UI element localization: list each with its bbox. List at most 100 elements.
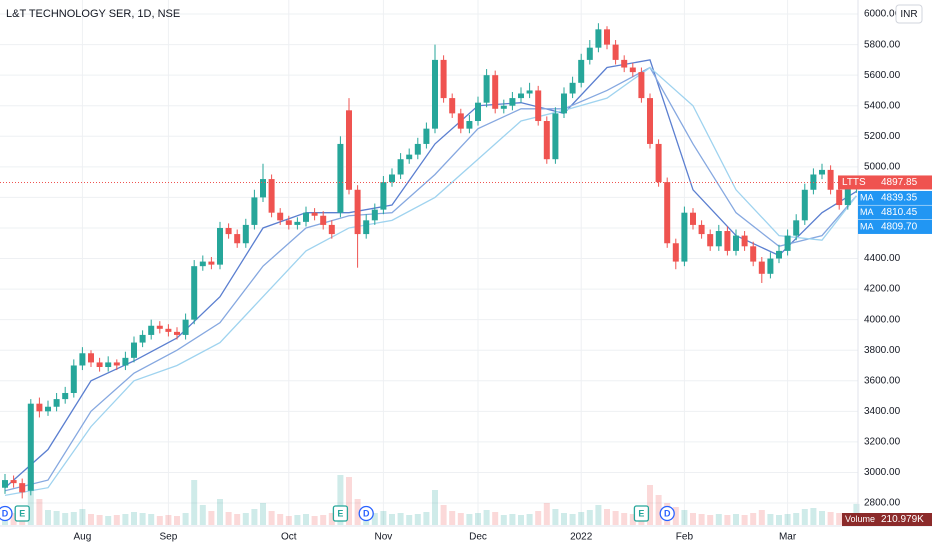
candle-body bbox=[690, 212, 696, 225]
candle-body bbox=[260, 179, 266, 198]
candle-body bbox=[819, 169, 825, 175]
candle-body bbox=[466, 121, 473, 129]
candle-body bbox=[148, 325, 155, 335]
candle-body bbox=[199, 261, 206, 267]
volume-bar bbox=[457, 513, 464, 525]
volume-bar bbox=[509, 514, 516, 525]
volume-bar bbox=[432, 490, 438, 525]
ma-name: MA bbox=[860, 221, 874, 231]
candle-body bbox=[526, 90, 533, 94]
volume-name-badge bbox=[842, 513, 876, 526]
candle-body bbox=[638, 72, 645, 99]
candle-body bbox=[19, 483, 26, 493]
volume-bar bbox=[535, 511, 542, 525]
x-tick-label: Mar bbox=[779, 532, 797, 543]
volume-bar bbox=[475, 513, 481, 525]
volume-bar bbox=[371, 513, 378, 525]
volume-bar bbox=[647, 485, 653, 525]
volume-bar bbox=[629, 514, 636, 525]
candle-body bbox=[664, 182, 671, 244]
candle-body bbox=[509, 98, 516, 106]
event-badge[interactable] bbox=[358, 505, 374, 522]
candles bbox=[2, 23, 860, 499]
volume-bar bbox=[337, 475, 344, 525]
volume-bar bbox=[604, 509, 610, 525]
volume-bar bbox=[199, 505, 206, 525]
volume-bar bbox=[53, 511, 60, 525]
event-label: E bbox=[638, 508, 644, 518]
candle-body bbox=[440, 59, 447, 99]
event-badge[interactable] bbox=[633, 505, 650, 522]
volume-bar bbox=[389, 514, 395, 525]
ma-value-badge bbox=[876, 205, 932, 220]
candle-body bbox=[595, 29, 602, 48]
ma-name: MA bbox=[860, 207, 874, 217]
volume-bar bbox=[440, 505, 447, 525]
candle-body bbox=[320, 215, 327, 225]
event-badge[interactable] bbox=[14, 505, 30, 522]
candle-body bbox=[113, 362, 120, 366]
price-labels: LTTS 4897.85 MA 4839.35 MA 4810.45 MA 4809.70 Vo… bbox=[0, 175, 932, 526]
volume-bar bbox=[741, 515, 748, 525]
candle-body bbox=[234, 234, 241, 244]
volume-bar bbox=[810, 508, 817, 525]
candle-body bbox=[552, 113, 559, 160]
volume-bar bbox=[449, 511, 456, 525]
volume-bar bbox=[569, 514, 576, 525]
volume-bar bbox=[561, 513, 567, 525]
volume-bar bbox=[88, 514, 94, 525]
volume-bar bbox=[242, 513, 249, 525]
candle-body bbox=[741, 235, 748, 247]
last-price-badge bbox=[876, 175, 932, 190]
volume-bar bbox=[526, 514, 533, 525]
candle-body bbox=[303, 212, 309, 222]
candle-body bbox=[621, 59, 628, 68]
candle-body bbox=[251, 197, 258, 225]
candle-body bbox=[380, 182, 387, 210]
y-tick-label: 5000.00 bbox=[864, 161, 901, 172]
volume-value-badge bbox=[876, 513, 932, 526]
candle-body bbox=[655, 143, 662, 183]
y-tick-label: 4000.00 bbox=[864, 314, 901, 325]
candle-body bbox=[397, 159, 404, 175]
currency-badge[interactable] bbox=[895, 4, 923, 24]
candle-body bbox=[801, 189, 808, 221]
candle-body bbox=[105, 362, 112, 368]
candle-body bbox=[53, 399, 60, 407]
volume-bar bbox=[681, 510, 688, 525]
candle-body bbox=[629, 67, 636, 73]
event-badge[interactable] bbox=[0, 505, 13, 522]
volume-bar bbox=[776, 515, 782, 525]
y-tick-label: 4400.00 bbox=[864, 253, 901, 264]
volume-bar bbox=[285, 516, 292, 525]
volume-bar bbox=[698, 514, 705, 525]
candle-body bbox=[277, 212, 284, 221]
candle-body bbox=[492, 75, 499, 109]
volume-bar bbox=[122, 514, 129, 525]
ma-value-badge bbox=[876, 219, 932, 234]
volume-bar bbox=[225, 512, 232, 525]
y-tick-label: 3600.00 bbox=[864, 375, 901, 386]
event-badge[interactable] bbox=[659, 505, 675, 522]
moving-average-line bbox=[4, 66, 857, 492]
volume-bar bbox=[423, 512, 430, 525]
candle-body bbox=[27, 403, 34, 491]
volume-bar bbox=[131, 512, 137, 525]
candle-body bbox=[285, 220, 292, 225]
candle-body bbox=[793, 220, 800, 236]
candle-body bbox=[225, 227, 232, 235]
candle-body bbox=[70, 365, 77, 393]
event-badge[interactable] bbox=[332, 505, 349, 522]
candle-body bbox=[191, 266, 198, 320]
candle-body bbox=[750, 246, 757, 262]
volume-bar bbox=[45, 510, 51, 525]
volume-bar bbox=[500, 515, 507, 525]
event-label: E bbox=[337, 508, 343, 518]
volume-bar bbox=[148, 514, 155, 525]
ma-value-badge bbox=[876, 190, 932, 205]
candle-body bbox=[88, 353, 94, 363]
event-label: E bbox=[19, 508, 25, 518]
